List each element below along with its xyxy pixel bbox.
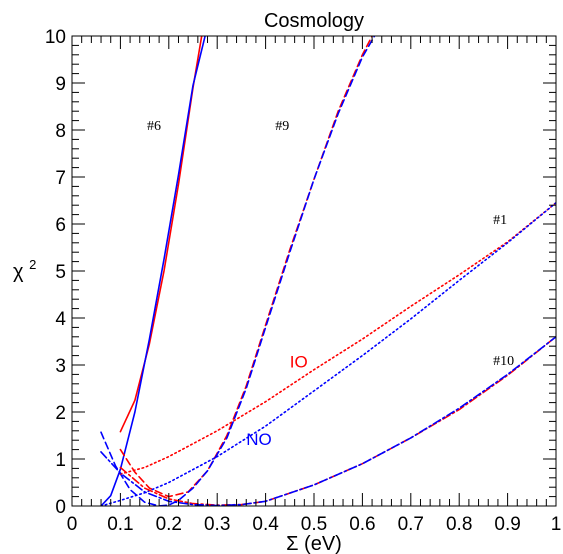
y-tick-label: 4: [55, 309, 66, 330]
y-axis-tick-labels: 0 1 2 3 4 5 6 7 8 9 10: [45, 27, 67, 518]
y-axis-label: χ 2: [13, 257, 36, 283]
x-tick-label: 0: [67, 514, 78, 535]
y-tick-label: 10: [45, 27, 66, 48]
y-axis-label-base: χ: [13, 261, 24, 283]
curve-case1-no: [100, 202, 556, 506]
y-tick-label: 5: [55, 262, 66, 283]
x-tick-label: 0.7: [398, 514, 424, 535]
y-axis-ticks: [72, 35, 556, 507]
y-tick-label: 2: [55, 403, 66, 424]
x-tick-label: 0.4: [252, 514, 279, 535]
y-tick-label: 0: [55, 497, 66, 518]
x-axis-ticks: [71, 36, 557, 506]
curve-case10-no: [100, 336, 556, 506]
curve-annotations: #6 #9 #1 #10 IO NO: [147, 119, 514, 449]
chart-title: Cosmology: [264, 10, 364, 32]
x-tick-label: 0.1: [107, 514, 133, 535]
x-tick-label: 0.2: [156, 514, 182, 535]
ordering-label-io: IO: [290, 352, 308, 371]
y-tick-label: 1: [55, 450, 66, 471]
ordering-label-no: NO: [246, 430, 271, 449]
y-axis-label-superscript: 2: [29, 257, 36, 272]
x-tick-label: 0.8: [446, 514, 472, 535]
x-tick-label: 0.6: [349, 514, 375, 535]
curve-case6-io: [119, 36, 203, 433]
x-tick-label: 0.9: [494, 514, 520, 535]
y-tick-label: 6: [55, 215, 66, 236]
x-tick-label: 0.5: [301, 514, 327, 535]
curve-case9-io: [119, 36, 373, 498]
curve-case9-no: [100, 36, 376, 506]
y-tick-label: 8: [55, 121, 66, 142]
x-tick-label: 0.3: [204, 514, 230, 535]
case-label-10: #10: [493, 354, 514, 369]
case-label-1: #1: [493, 213, 507, 228]
curve-case10-io: [119, 336, 556, 506]
x-tick-label: 1: [551, 514, 562, 535]
x-axis-tick-labels: 0 0.1 0.2 0.3 0.4 0.5 0.6 0.7 0.8 0.9 1: [67, 514, 562, 535]
plot-frame: [71, 35, 557, 507]
curve-case1-io: [119, 202, 556, 475]
curve-case6-no: [100, 36, 206, 506]
curves-layer: [100, 36, 556, 506]
y-tick-label: 3: [55, 356, 66, 377]
y-tick-label: 9: [55, 74, 66, 95]
case-label-6: #6: [147, 119, 161, 134]
x-axis-label: Σ (eV): [286, 533, 342, 554]
case-label-9: #9: [275, 119, 289, 134]
y-tick-label: 7: [55, 168, 66, 189]
